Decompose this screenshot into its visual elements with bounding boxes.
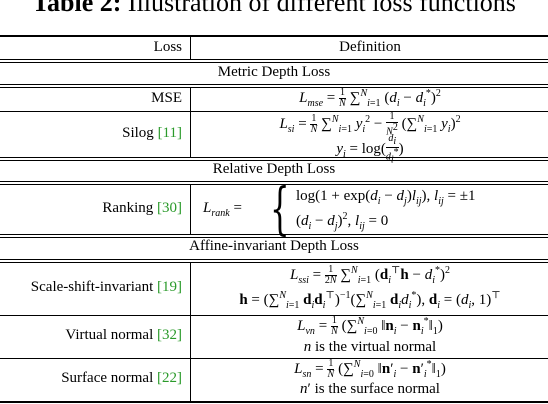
row-ranking-lhs: Lrank = [203,200,242,219]
row-sn-note: n′ is the surface normal [300,381,440,397]
row-ssi-definition-2: h = (∑Ni=1 didi⊤)−1(∑Ni=1 didi*), di = (… [239,290,501,311]
relative-divider [190,185,191,234]
row-sn-cite[interactable]: [22] [157,370,182,386]
top-rule [0,35,548,37]
row-vn-cite[interactable]: [32] [157,327,182,343]
row-vn-loss: Virtual normal [32] [0,327,182,344]
ranking-rule-1 [0,234,548,235]
row-sn-loss: Surface normal [22] [0,370,182,387]
header-loss: Loss [153,39,182,55]
section2-rule-1 [0,181,548,182]
row-ssi-definition: Lssi = 1 2N ∑Ni=1 (di⊤h − di*)2 [290,264,450,287]
vn-rule [0,358,548,359]
table-title: Table 2: Illustration of different loss … [0,0,548,19]
row-mse-loss: MSE [0,90,182,107]
section-relative: Relative Depth Loss [212,161,336,177]
row-vn-note: n is the virtual normal [303,339,437,355]
row-silog-definition-2: yi = log(di di*) [336,133,404,166]
table-label: Table 2: [32,0,122,17]
header-definition: Definition [339,39,401,55]
section2-rule-2 [0,184,548,185]
row-ranking-case-2: (di − dj)2, lij = 0 [296,211,389,232]
row-ranking-case-1: log(1 + exp(di − dj)lij), lij = ±1 [296,188,476,207]
row-silog-label: Silog [122,125,158,141]
row-ranking-label: Ranking [102,200,157,216]
mse-rule [0,111,548,112]
ssi-rule [0,315,548,316]
row-ranking-cite[interactable]: [30] [157,200,182,216]
silog-rule-1 [0,157,548,158]
header-divider [190,37,191,59]
row-ssi-label: Scale-shift-invariant [30,279,157,295]
row-ranking-loss: Ranking [30] [0,200,182,217]
affine-divider [190,263,191,401]
row-sn-label: Surface normal [61,370,157,386]
row-vn-note-text: is the virtual normal [315,339,437,355]
section3-rule-1 [0,259,548,260]
header-rule-1 [0,59,548,60]
section1-rule-2 [0,87,548,88]
bottom-rule [0,401,548,403]
silog-rule-2 [0,160,548,161]
row-mse-label: MSE [151,90,182,106]
ranking-brace: { [270,177,290,242]
row-ssi-loss: Scale-shift-invariant [19] [0,279,182,296]
section3-rule-2 [0,262,548,263]
row-sn-note-text: is the surface normal [314,381,440,397]
section-metric: Metric Depth Loss [217,64,331,80]
table-caption: Illustration of different loss functions [127,0,516,17]
row-silog-cite[interactable]: [11] [157,125,182,141]
header-rule-2 [0,62,548,63]
row-ssi-cite[interactable]: [19] [157,279,182,295]
row-silog-loss: Silog [11] [0,125,182,142]
ranking-rule-2 [0,237,548,238]
row-vn-label: Virtual normal [65,327,157,343]
section-affine: Affine-invariant Depth Loss [189,238,359,254]
metric-divider [190,88,191,157]
section1-rule-1 [0,84,548,85]
